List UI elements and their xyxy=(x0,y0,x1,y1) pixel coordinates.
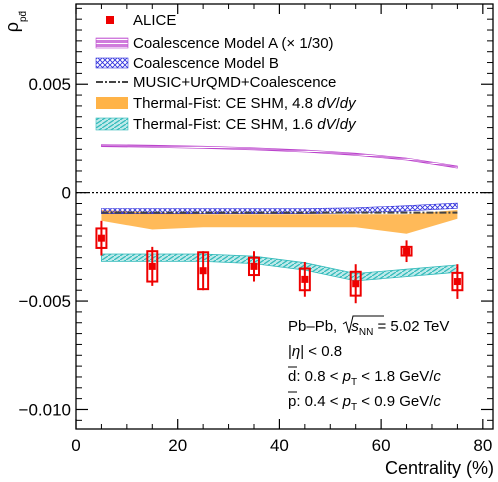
legend-entry: Coalescence Model B xyxy=(95,55,279,72)
x-tick-label: 40 xyxy=(270,436,289,455)
annotation-d-range-pre: : 0.8 < xyxy=(296,368,342,385)
annotation-eta-pre: | xyxy=(288,343,292,360)
annotation-line-2: |η| < 0.8 xyxy=(288,343,342,360)
annotation-line-1: Pb–Pb, sNN = 5.02 TeV xyxy=(288,318,449,338)
alice-sys-error-box xyxy=(298,267,311,292)
alice-marker xyxy=(148,262,156,270)
alice-data-point xyxy=(197,251,210,291)
y-tick-label: −0.010 xyxy=(19,400,71,419)
legend-swatch-tf16 xyxy=(95,117,129,131)
alice-data-point xyxy=(451,264,464,299)
plot-frame xyxy=(75,3,494,430)
legend-entry: Thermal-Fist: CE SHM, 1.6 dV/dy xyxy=(95,116,357,133)
alice-sys-error-box xyxy=(451,271,464,292)
legend-swatch-coal-b xyxy=(95,57,129,69)
alice-sys-error-box xyxy=(247,256,260,277)
y-tick-label: −0.005 xyxy=(19,292,71,311)
alice-marker xyxy=(352,280,360,288)
annotation-p-pt-sub: T xyxy=(351,402,357,413)
annotation-collision: Pb–Pb, xyxy=(288,318,341,335)
legend-label: MUSIC+UrQMD+Coalescence xyxy=(133,74,336,91)
annotation-eta-post: | < 0.8 xyxy=(300,343,342,360)
annotation-line-3: d: 0.8 < pT < 1.8 GeV/c xyxy=(288,368,441,388)
annotation-sqrt-s: s xyxy=(351,318,359,335)
legend-label-part: dy xyxy=(340,95,357,112)
y-axis-title: ρ pd̄ xyxy=(2,11,29,32)
y-tick-label: 0.005 xyxy=(28,75,71,94)
legend-label-part: dV xyxy=(317,116,337,133)
alice-sys-error-box xyxy=(197,251,210,291)
x-tick-label: 60 xyxy=(372,436,391,455)
legend-swatch-tf48 xyxy=(96,97,128,109)
alice-sys-error-box xyxy=(349,270,362,297)
alice-data-point xyxy=(349,264,362,304)
alice-data-point xyxy=(247,251,260,282)
axes: 0 20 40 60 80 0.005 0 −0.005 −0.010 xyxy=(19,3,494,455)
annotation-p-range-pre: : 0.4 < xyxy=(296,393,342,410)
alice-marker xyxy=(199,267,207,275)
legend-entry: ALICE xyxy=(106,12,176,29)
legend-label: Coalescence Model A (× 1/30) xyxy=(133,35,334,52)
legend-entry: Thermal-Fist: CE SHM, 4.8 dV/dy xyxy=(96,95,357,112)
annotation-p-pt: p xyxy=(342,393,351,410)
annotation-d-c: c xyxy=(433,368,441,385)
x-tick-label: 0 xyxy=(71,436,80,455)
legend-label: Thermal-Fist: CE SHM, 1.6 dV/dy xyxy=(133,116,357,133)
legend-swatch-alice xyxy=(106,16,114,24)
alice-sys-error-box xyxy=(146,250,159,283)
alice-marker xyxy=(403,247,411,255)
coalescence-model-b-band xyxy=(101,202,458,214)
y-tick-label: 0 xyxy=(62,184,71,203)
annotation-energy: = 5.02 TeV xyxy=(373,318,449,335)
legend-label-part: dy xyxy=(340,116,357,133)
alice-data-point xyxy=(95,220,108,256)
y-axis-title-main: ρ xyxy=(2,22,22,32)
legend-label-part: dV xyxy=(317,95,337,112)
alice-data-point xyxy=(146,246,159,286)
plot-area xyxy=(76,144,493,304)
sqrt-symbol xyxy=(342,315,384,334)
legend-entry: Coalescence Model A (× 1/30) xyxy=(95,35,334,52)
legend-label: Thermal-Fist: CE SHM, 4.8 dV/dy xyxy=(133,95,357,112)
x-tick-label: 20 xyxy=(168,436,187,455)
alice-data-point xyxy=(298,262,311,297)
x-axis-title: Centrality (%) xyxy=(385,458,494,478)
legend-label-part: Thermal-Fist: CE SHM, 4.8 xyxy=(133,95,317,112)
legend-label-part: / xyxy=(336,116,341,133)
legend-entry: MUSIC+UrQMD+Coalescence xyxy=(96,74,336,91)
alice-marker xyxy=(301,275,309,283)
legend-label-part: Thermal-Fist: CE SHM, 1.6 xyxy=(133,116,317,133)
legend-label: Coalescence Model B xyxy=(133,55,279,72)
legend-swatch-coal-a xyxy=(95,37,129,49)
annotation-p-range-post: < 0.9 GeV/ xyxy=(357,393,434,410)
annotation-d-pt: p xyxy=(342,368,351,385)
x-tick-label: 80 xyxy=(473,436,492,455)
alice-marker xyxy=(250,262,258,270)
annotation-sqrt-sub: NN xyxy=(359,327,373,338)
annotation-eta: η xyxy=(292,343,300,360)
alice-data-point xyxy=(400,240,413,263)
legend-label-part: / xyxy=(336,95,341,112)
coalescence-model-a-band xyxy=(101,144,458,169)
alice-sys-error-box xyxy=(400,245,413,257)
alice-sys-error-box xyxy=(95,227,108,249)
y-axis-title-subscript: pd̄ xyxy=(18,11,29,22)
annotation-antideuteron: d xyxy=(288,368,296,385)
annotation-antiproton: p xyxy=(288,393,296,410)
thermal-fist-4p8-band xyxy=(101,210,458,234)
alice-marker xyxy=(97,234,105,242)
annotation-d-pt-sub: T xyxy=(351,377,357,388)
annotation-block: Pb–Pb, sNN = 5.02 TeV |η| < 0.8 d: 0.8 <… xyxy=(288,315,449,413)
annotation-d-range-post: < 1.8 GeV/ xyxy=(357,368,434,385)
legend: ALICE Coalescence Model A (× 1/30) Coalesc… xyxy=(95,12,357,133)
annotation-line-4: p: 0.4 < pT < 0.9 GeV/c xyxy=(288,393,441,413)
legend-label: ALICE xyxy=(133,12,176,29)
annotation-p-c: c xyxy=(433,393,441,410)
alice-marker xyxy=(453,278,461,286)
